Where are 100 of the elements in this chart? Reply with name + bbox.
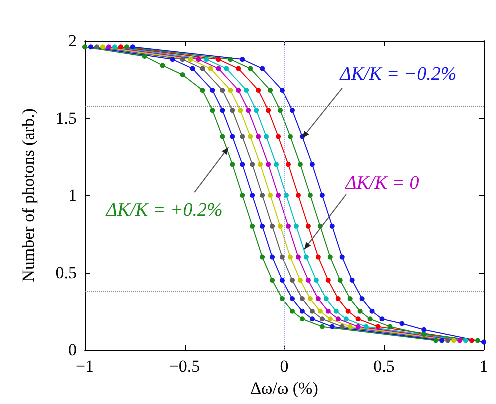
annotation: ΔK/K = 0 <box>344 173 420 194</box>
point <box>476 338 481 344</box>
point <box>356 316 361 322</box>
point <box>318 308 323 314</box>
point <box>330 324 335 330</box>
x-tick-label: −1 <box>76 357 94 376</box>
point <box>112 44 118 50</box>
y-tick-label: 0 <box>68 340 77 360</box>
point <box>324 296 329 302</box>
point <box>310 162 315 168</box>
point <box>336 296 341 302</box>
point <box>230 162 236 168</box>
point <box>326 308 331 314</box>
y-tick-label: 0.5 <box>56 263 77 282</box>
y-axis-title: Number of photons (arb.) <box>19 108 38 282</box>
point <box>458 338 463 344</box>
point <box>228 88 234 93</box>
point <box>290 108 295 114</box>
point <box>142 54 148 59</box>
point <box>260 66 266 72</box>
point <box>290 296 295 302</box>
point <box>280 296 286 302</box>
point <box>326 278 331 283</box>
point <box>348 296 353 302</box>
point <box>266 162 272 168</box>
point <box>310 316 315 322</box>
point <box>268 88 274 93</box>
point <box>440 338 445 344</box>
y-tick-label: 1 <box>68 186 77 205</box>
point <box>200 66 206 72</box>
point <box>470 338 475 344</box>
point <box>300 308 305 314</box>
point <box>296 193 301 198</box>
point <box>316 296 321 302</box>
point <box>276 193 282 198</box>
point <box>236 66 242 72</box>
point <box>346 308 351 314</box>
x-tick-label: 0 <box>280 357 289 376</box>
point <box>294 224 299 229</box>
point <box>278 108 284 114</box>
point <box>210 88 216 93</box>
point <box>320 324 325 330</box>
annotation: ΔK/K = −0.2% <box>339 64 457 85</box>
point <box>288 134 293 140</box>
point <box>360 296 365 302</box>
point <box>220 108 226 114</box>
point <box>82 44 88 50</box>
point <box>308 296 313 302</box>
point <box>400 321 405 326</box>
point <box>328 254 333 260</box>
point <box>334 308 339 314</box>
point <box>286 224 291 229</box>
point <box>248 134 254 140</box>
point <box>276 134 282 140</box>
point <box>298 278 303 283</box>
point <box>160 63 166 68</box>
point <box>288 254 293 260</box>
point <box>350 278 355 283</box>
point <box>230 134 236 140</box>
point <box>270 278 276 283</box>
point <box>216 66 222 72</box>
point <box>264 134 270 140</box>
point <box>328 316 333 322</box>
point <box>220 134 226 140</box>
point <box>422 332 427 338</box>
point <box>304 254 309 260</box>
point <box>236 88 242 93</box>
point <box>130 44 136 50</box>
point <box>380 316 385 322</box>
point <box>464 338 469 344</box>
point <box>446 338 451 344</box>
x-tick-label: 1 <box>480 357 488 376</box>
point <box>118 44 124 50</box>
point <box>280 254 286 260</box>
point <box>358 308 363 314</box>
point <box>314 278 319 283</box>
point <box>434 338 439 344</box>
point <box>230 108 236 114</box>
point <box>266 108 272 114</box>
point <box>100 44 106 50</box>
point <box>224 66 230 72</box>
point <box>240 193 246 198</box>
point <box>316 254 321 260</box>
point <box>254 108 260 114</box>
point <box>258 162 264 168</box>
point <box>298 162 303 168</box>
point <box>228 57 234 62</box>
point <box>284 193 289 198</box>
point <box>248 66 254 72</box>
point <box>310 308 315 314</box>
point <box>280 88 286 93</box>
point <box>256 134 262 140</box>
x-tick-label: 0.5 <box>374 357 395 376</box>
point <box>388 324 393 330</box>
point <box>260 193 266 198</box>
point <box>250 224 256 229</box>
point <box>270 254 276 260</box>
point <box>88 44 94 50</box>
x-tick-label: −0.5 <box>169 357 200 376</box>
point <box>204 57 210 62</box>
